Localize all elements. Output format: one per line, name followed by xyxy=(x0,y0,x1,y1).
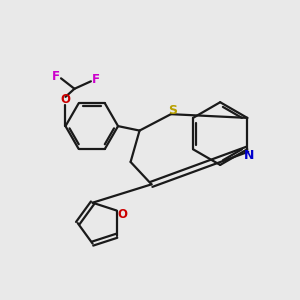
Text: F: F xyxy=(92,73,100,86)
Text: O: O xyxy=(117,208,127,220)
Text: O: O xyxy=(61,93,70,106)
Text: F: F xyxy=(52,70,60,83)
Text: S: S xyxy=(168,104,177,117)
Text: N: N xyxy=(244,149,254,162)
